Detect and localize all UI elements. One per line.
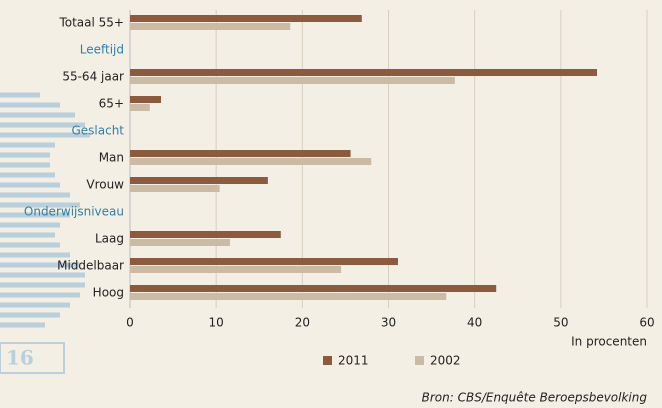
bar: [130, 69, 598, 76]
legend-swatch: [415, 356, 424, 365]
bar: [130, 177, 268, 184]
bar: [130, 158, 372, 165]
y-tick-label: Laag: [95, 232, 124, 246]
bar: [130, 231, 281, 238]
x-tick-label: 10: [209, 316, 224, 330]
bar: [130, 77, 455, 84]
x-tick-label: 60: [639, 316, 654, 330]
page-number: 16: [6, 346, 34, 370]
bar: [130, 266, 342, 273]
y-tick-label: Vrouw: [86, 178, 124, 192]
x-tick-label: 40: [467, 316, 482, 330]
bar: [130, 96, 162, 103]
x-tick-label: 20: [295, 316, 310, 330]
y-tick-label: Hoog: [93, 286, 124, 300]
x-tick-label: 0: [126, 316, 134, 330]
bar: [130, 285, 497, 292]
legend-label: 2011: [338, 354, 369, 368]
y-tick-label: 65+: [99, 97, 124, 111]
bar: [130, 239, 230, 246]
page-box: [0, 342, 65, 374]
legend-label: 2002: [430, 354, 461, 368]
decoration: [0, 92, 90, 328]
bar: [130, 293, 447, 300]
bar: [130, 185, 220, 192]
section-heading: Geslacht: [71, 124, 124, 138]
y-tick-label: 55-64 jaar: [62, 70, 124, 84]
x-tick-label: 30: [381, 316, 396, 330]
y-tick-label: Totaal 55+: [58, 16, 124, 30]
section-heading: Leeftijd: [80, 43, 124, 57]
source: Bron: CBS/Enquête Beroepsbevolking: [422, 391, 648, 405]
y-tick-label: Middelbaar: [57, 259, 124, 273]
bar: [130, 104, 150, 111]
bar: [130, 23, 291, 30]
section-heading: Onderwijsniveau: [24, 205, 124, 219]
bar: [130, 258, 398, 265]
bar: [130, 15, 362, 22]
x-tick-label: 50: [553, 316, 568, 330]
legend-swatch: [323, 356, 332, 365]
bar: [130, 150, 351, 157]
x-axis-label: In procenten: [571, 335, 647, 349]
y-tick-label: Man: [99, 151, 124, 165]
